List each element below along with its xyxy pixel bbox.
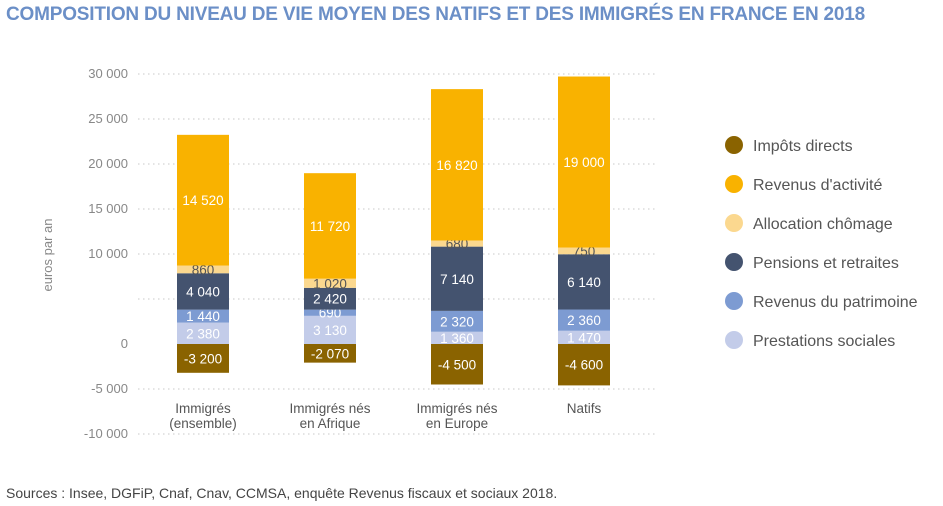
data-label: 2 360 — [567, 313, 601, 328]
bar-segment — [558, 330, 610, 344]
y-tick-label: 20 000 — [88, 156, 128, 171]
data-label: 860 — [192, 262, 215, 277]
category-label: en Afrique — [300, 416, 361, 431]
category-label: en Europe — [426, 416, 488, 431]
bar-segment — [177, 134, 229, 266]
bar-segment — [431, 331, 483, 344]
data-label: 750 — [573, 244, 596, 259]
legend-entry: Prestations sociales — [753, 333, 895, 350]
legend-marker — [725, 331, 743, 349]
bar-segment — [431, 344, 483, 385]
y-tick-label: -10 000 — [84, 426, 128, 441]
bar-segment — [431, 246, 483, 311]
y-axis-label: euros par an — [40, 219, 55, 292]
bar-segment — [558, 254, 610, 310]
y-tick-label: 10 000 — [88, 246, 128, 261]
bar-segment — [558, 344, 610, 386]
bar-segment — [304, 287, 356, 310]
data-label: -4 500 — [438, 357, 476, 372]
category-label: (ensemble) — [169, 416, 237, 431]
data-label: 7 140 — [440, 272, 474, 287]
bar-segment — [304, 173, 356, 279]
data-label: 4 040 — [186, 284, 220, 299]
legend-marker — [725, 253, 743, 271]
bar-segment — [558, 76, 610, 248]
data-label: -4 600 — [565, 358, 603, 373]
legend-entry: Pensions et retraites — [753, 255, 899, 272]
data-label: -2 070 — [311, 346, 349, 361]
data-label: 1 470 — [567, 330, 601, 345]
y-tick-label: 30 000 — [88, 66, 128, 81]
data-label: 2 380 — [186, 326, 220, 341]
bar-segment — [558, 247, 610, 255]
bar-segment — [177, 309, 229, 323]
bar-segment — [558, 309, 610, 331]
data-label: 2 320 — [440, 314, 474, 329]
y-tick-label: 0 — [121, 336, 128, 351]
bar-segment — [431, 310, 483, 332]
y-tick-label: 25 000 — [88, 111, 128, 126]
chart-title: COMPOSITION DU NIVEAU DE VIE MOYEN DES N… — [6, 4, 866, 25]
bar-segment — [431, 240, 483, 247]
y-tick-label: 15 000 — [88, 201, 128, 216]
bar-segment — [177, 273, 229, 310]
bar-segment — [431, 89, 483, 241]
legend-entry: Impôts directs — [753, 138, 853, 155]
legend-marker — [725, 214, 743, 232]
bar-segment — [177, 322, 229, 344]
y-tick-label: -5 000 — [91, 381, 128, 396]
legend-entry: Allocation chômage — [753, 216, 893, 233]
data-label: 11 720 — [310, 219, 350, 234]
bar-segment — [177, 265, 229, 274]
legend-entry: Revenus du patrimoine — [753, 294, 918, 311]
data-label: 2 420 — [313, 292, 347, 307]
data-label: 16 820 — [436, 158, 477, 173]
legend-marker — [725, 136, 743, 154]
category-label: Natifs — [567, 401, 602, 416]
data-label: 3 130 — [313, 323, 347, 338]
bar-segment — [304, 309, 356, 316]
bar-segment — [304, 278, 356, 288]
category-label: Immigrés nés — [289, 401, 370, 416]
category-label: Immigrés nés — [416, 401, 497, 416]
bar-segment — [304, 315, 356, 344]
legend-marker — [725, 175, 743, 193]
data-label: 1 440 — [186, 309, 220, 324]
data-label: 1 020 — [313, 276, 347, 291]
bar-segment — [304, 344, 356, 363]
legend-marker — [725, 292, 743, 310]
bar-segment — [177, 344, 229, 373]
stacked-bar-chart: -10 000 -5 000 0 10 000 15 000 20 000 25 000 30… — [40, 66, 918, 441]
category-label: Immigrés — [175, 401, 231, 416]
legend-entry: Revenus d'activité — [753, 177, 882, 194]
data-label: -3 200 — [184, 351, 222, 366]
source-note: Sources : Insee, DGFiP, Cnaf, Cnav, CCMS… — [6, 485, 558, 501]
data-label: 19 000 — [563, 155, 604, 170]
data-label: 1 360 — [440, 331, 474, 346]
data-label: 6 140 — [567, 275, 601, 290]
data-label: 14 520 — [182, 193, 223, 208]
